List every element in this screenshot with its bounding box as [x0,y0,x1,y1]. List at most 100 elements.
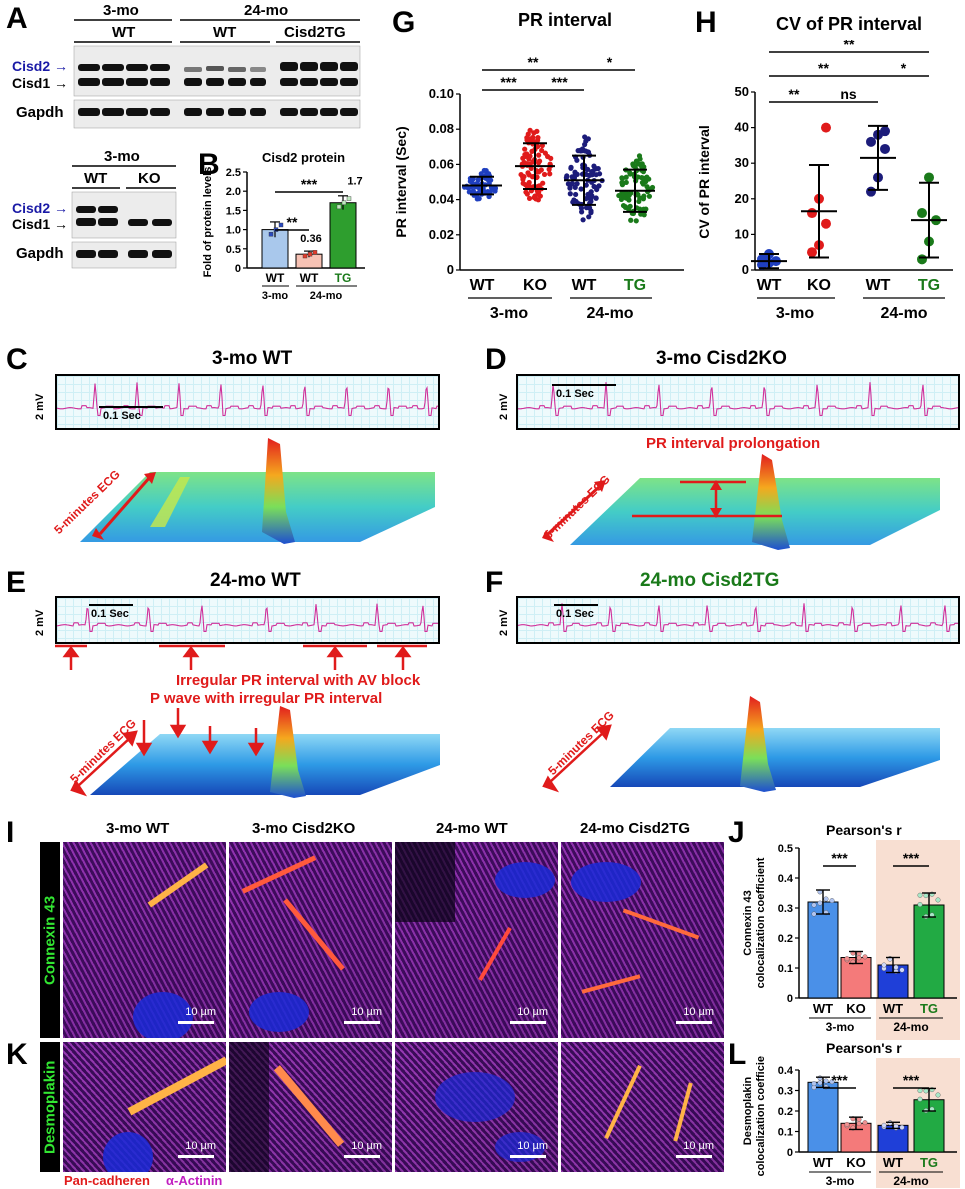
data-point [586,172,592,178]
blot-group-wt: WT [213,24,237,41]
ecg-title-24mo-wt: 24-mo WT [210,570,301,591]
x-tick-label: WT [883,1001,903,1016]
y-tick-label: 0.1 [778,1127,793,1139]
legend-alpha-actinin: α-Actinin [166,1173,223,1188]
ecg-trace [56,382,438,417]
y-tick-label: 0.10 [429,86,454,101]
data-point [520,180,526,186]
ecg-waveform [56,382,438,417]
data-point [278,222,284,228]
y-tick-label: 0.04 [429,192,455,207]
significance-label: *** [500,74,517,90]
data-point [583,205,590,211]
y-tick-label: 30 [735,155,749,170]
scale-label: 10 µm [185,1006,216,1018]
av-block-markers [55,644,427,670]
data-point [534,128,540,134]
scale-label: 10 µm [351,1006,382,1018]
data-point [880,126,890,137]
chart-g-title: PR interval [518,10,613,30]
ecg-surface-plot [542,454,940,550]
data-point [522,146,528,152]
data-point [346,196,352,201]
ecg-trace-box: 0.1 Sec [516,374,960,430]
y-tick-label: 0.3 [778,903,793,915]
data-point [565,181,571,187]
data-point [620,193,626,199]
data-point [639,161,645,167]
data-point [530,134,536,141]
p-wave-note: P wave with irregular PR interval [150,690,383,707]
data-point [811,902,817,908]
group-label: 24-mo [893,1174,928,1188]
data-point [579,209,585,215]
time-scale-bar [552,384,616,386]
data-point [637,195,643,201]
data-point [844,1121,850,1127]
chart-h-title: CV of PR interval [776,14,923,34]
bar [807,1081,839,1153]
ecg-surface-plot [542,696,940,793]
blot-age-3mo: 3-mo [104,148,140,165]
y-axis-label: Desmoplakin [742,1076,754,1145]
chart-l: 0 0.1 0.2 0.3 0.4 Desmoplakin colocalization c… [742,1056,957,1188]
voltage-label: 2 mV [34,393,46,420]
panel-letter-e: E [6,566,27,599]
data-point [574,157,580,163]
ecg-waveform [56,603,438,632]
ecg-title-24mo-tg: 24-mo Cisd2TG [640,570,780,591]
group-label: 24-mo [310,290,343,302]
y-tick-label: 0 [742,262,749,277]
ecg-trace-box: 0.1 Sec [55,596,440,644]
ecg-waveform [517,382,959,417]
chart-l-title: Pearson's r [826,1040,902,1056]
y-axis-label: CV of PR interval [696,125,712,239]
data-point [486,171,492,177]
data-point [917,1096,923,1102]
data-point [524,151,530,157]
data-point [646,193,653,199]
data-point [568,164,574,171]
data-point [917,208,927,219]
chart-j: 0 0.1 0.2 0.3 0.4 0.5 Connexin 43 colocalizatio… [742,843,957,1034]
data-point [580,217,586,223]
data-point [587,190,593,197]
bar [877,1124,909,1153]
data-point [917,254,927,265]
data-point [807,208,817,219]
data-point [633,218,639,224]
micrograph: 10 µm [395,1042,558,1172]
panel-letter-k: K [6,1038,28,1071]
data-point [856,1121,862,1127]
value-label: 0.36 [300,233,321,245]
significance-label: *** [301,176,318,192]
data-point [635,174,641,180]
group-label: 3-mo [262,290,289,302]
data-point [633,158,640,164]
y-axis-label: Fold of protein levels [202,167,214,278]
data-point [535,160,542,166]
data-point [547,171,553,177]
data-point [588,208,594,214]
data-point [880,143,890,154]
data-point [569,180,575,187]
data-point [579,148,586,154]
y-tick-label: 50 [735,84,749,99]
data-point [575,148,581,154]
chart-j-title: Pearson's r [826,822,902,838]
y-tick-label: 40 [735,120,749,135]
y-tick-label: 0.08 [429,121,454,136]
group-label: 24-mo [880,305,927,322]
data-point [935,1092,941,1098]
western-blot-bottom [71,165,177,269]
y-axis-label: colocalization coefficient [755,1056,767,1176]
data-point [626,197,632,203]
data-point [817,1080,823,1086]
data-point [881,962,887,968]
data-point [524,191,530,197]
panel-letter-j: J [728,816,745,849]
time-scale-label: 0.1 Sec [103,410,141,422]
x-tick-label: WT [572,277,597,294]
data-point [536,152,542,158]
data-point [856,1116,862,1122]
